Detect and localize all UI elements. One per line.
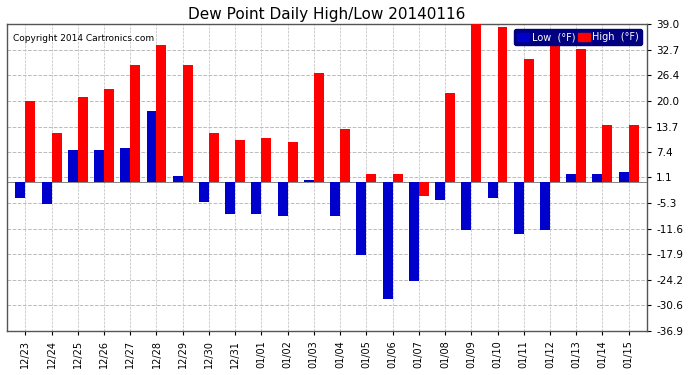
Bar [356, 182, 366, 255]
Bar [251, 182, 262, 214]
Bar [576, 49, 586, 182]
Bar [277, 182, 288, 216]
Bar [183, 65, 193, 182]
Bar [462, 182, 471, 230]
Bar [524, 59, 533, 182]
Bar [146, 111, 157, 182]
Bar [172, 176, 183, 182]
Bar [514, 182, 524, 234]
Bar [393, 174, 402, 182]
Bar [488, 182, 497, 198]
Bar [68, 150, 78, 182]
Bar [94, 150, 104, 182]
Bar [314, 73, 324, 182]
Bar [366, 174, 376, 182]
Bar [497, 27, 507, 182]
Bar [445, 93, 455, 182]
Bar [629, 125, 639, 182]
Bar [120, 148, 130, 182]
Bar [26, 101, 35, 182]
Bar [304, 180, 314, 182]
Bar [550, 40, 560, 182]
Bar [602, 125, 613, 182]
Bar [104, 89, 114, 182]
Bar [225, 182, 235, 214]
Bar [419, 182, 428, 196]
Bar [199, 182, 209, 202]
Title: Dew Point Daily High/Low 20140116: Dew Point Daily High/Low 20140116 [188, 7, 466, 22]
Bar [435, 182, 445, 200]
Bar [471, 24, 481, 182]
Bar [262, 138, 271, 182]
Text: Copyright 2014 Cartronics.com: Copyright 2014 Cartronics.com [13, 34, 155, 43]
Bar [157, 45, 166, 182]
Bar [382, 182, 393, 299]
Bar [78, 97, 88, 182]
Bar [330, 182, 340, 216]
Bar [52, 134, 61, 182]
Bar [288, 142, 297, 182]
Bar [540, 182, 550, 230]
Bar [340, 129, 350, 182]
Bar [619, 172, 629, 182]
Bar [593, 174, 602, 182]
Bar [235, 140, 245, 182]
Bar [130, 65, 140, 182]
Bar [566, 174, 576, 182]
Bar [409, 182, 419, 281]
Bar [209, 134, 219, 182]
Bar [41, 182, 52, 204]
Bar [15, 182, 26, 198]
Legend: Low  (°F), High  (°F): Low (°F), High (°F) [514, 29, 642, 45]
